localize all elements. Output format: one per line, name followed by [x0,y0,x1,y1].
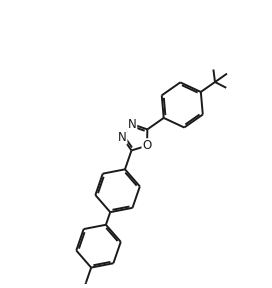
Text: N: N [128,118,136,130]
Text: O: O [143,139,152,152]
Text: N: N [118,130,126,144]
